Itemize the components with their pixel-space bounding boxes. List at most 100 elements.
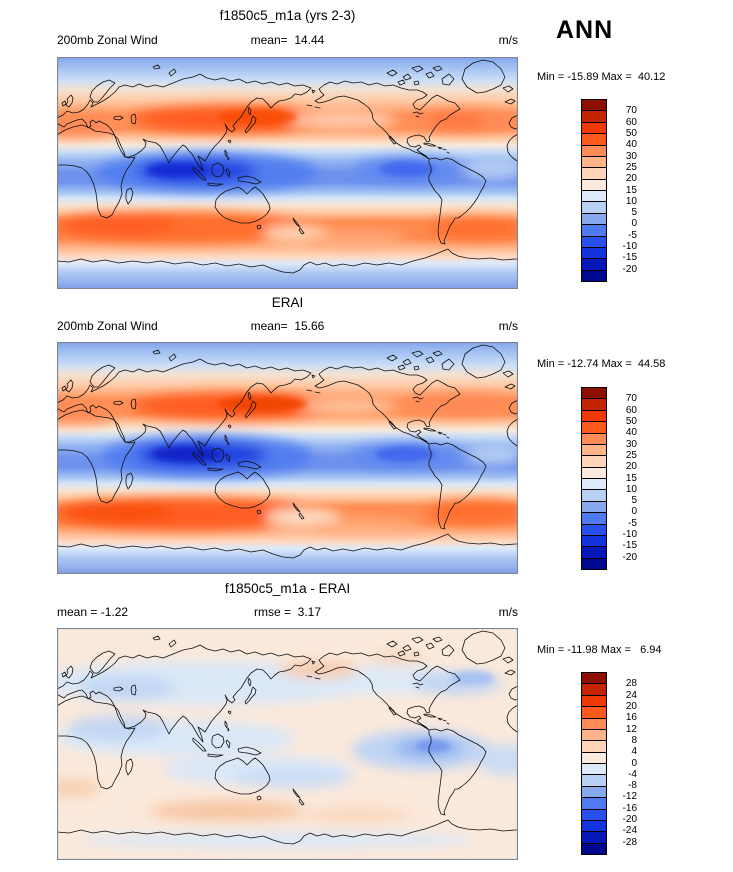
- colorbar-tick-label: -20: [622, 552, 637, 563]
- colorbar-tick-label: -12: [622, 791, 637, 802]
- colorbar-segment: [582, 673, 606, 685]
- colorbar-tick-label: 5: [631, 207, 637, 218]
- colorbar-tick-label: 0: [631, 506, 637, 517]
- colorbar-segment: [582, 786, 606, 799]
- colorbar-tick-label: 50: [625, 128, 637, 139]
- colorbar-tick-label: -5: [628, 518, 637, 529]
- colorbar-segment: [582, 741, 606, 753]
- colorbar-segment: [582, 134, 606, 146]
- colorbar-tick-label: -15: [622, 252, 637, 263]
- panel2-units-label: m/s: [498, 319, 518, 333]
- colorbar-segment: [582, 547, 606, 559]
- colorbar-segment: [582, 467, 606, 479]
- colorbar-segment: [582, 707, 606, 719]
- colorbar-tick-label: 30: [625, 151, 637, 162]
- colorbar-segment: [582, 213, 606, 226]
- colorbar-segment: [582, 535, 606, 548]
- colorbar-segment: [582, 809, 606, 821]
- colorbar-tick-label: 25: [625, 450, 637, 461]
- colorbar-segment: [582, 433, 606, 445]
- colorbar-tick-label: 70: [625, 393, 637, 404]
- colorbar-tick-label: 30: [625, 439, 637, 450]
- colorbar-segment: [582, 168, 606, 180]
- colorbar-segment: [582, 225, 606, 237]
- colorbar-tick-label: -8: [628, 780, 637, 791]
- colorbar-tick-label: 15: [625, 473, 637, 484]
- colorbar-tick-label: 20: [625, 701, 637, 712]
- panel3-units-label: m/s: [498, 605, 518, 619]
- panel2-map: [57, 342, 518, 574]
- colorbar-tick-label: -28: [622, 837, 637, 848]
- colorbar-segment: [582, 695, 606, 708]
- colorbar-tick-label: 4: [631, 746, 637, 757]
- colorbar-segment: [582, 444, 606, 457]
- colorbar-tick-label: -20: [622, 264, 637, 275]
- colorbar-tick-label: -5: [628, 230, 637, 241]
- panel1-minmax-label: Min = -15.89 Max = 40.12: [537, 71, 666, 83]
- colorbar-tick-label: 70: [625, 105, 637, 116]
- colorbar-segment: [582, 259, 606, 271]
- colorbar-tick-label: 20: [625, 461, 637, 472]
- colorbar-tick-label: 20: [625, 173, 637, 184]
- colorbar-segment: [582, 513, 606, 525]
- colorbar-segment: [582, 684, 606, 696]
- colorbar-tick-label: 12: [625, 724, 637, 735]
- panel3-title: f1850c5_m1a - ERAI: [224, 581, 351, 596]
- colorbar-box: [581, 99, 607, 282]
- colorbar-segment: [582, 202, 606, 214]
- season-label: ANN: [556, 16, 614, 44]
- colorbar-segment: [582, 752, 606, 764]
- colorbar-tick-label: 0: [631, 758, 637, 769]
- obs-wind-map: [57, 342, 518, 574]
- colorbar-segment: [582, 764, 606, 776]
- panel2-mean-label: mean= 15.66: [250, 319, 325, 333]
- colorbar-tick-label: 8: [631, 735, 637, 746]
- panel3-map: [57, 628, 518, 860]
- colorbar-segment: [582, 775, 606, 787]
- colorbar-box: [581, 387, 607, 570]
- difference-wind-map: [57, 628, 518, 860]
- colorbar-segment: [582, 558, 606, 569]
- colorbar-tick-label: 10: [625, 484, 637, 495]
- panel1-units-label: m/s: [498, 33, 518, 47]
- colorbar-tick-label: 60: [625, 117, 637, 128]
- colorbar-segment: [582, 270, 606, 281]
- colorbar-segment: [582, 729, 606, 742]
- colorbar-segment: [582, 247, 606, 260]
- model-wind-map: [57, 57, 518, 289]
- colorbar-tick-label: 60: [625, 405, 637, 416]
- colorbar-segment: [582, 832, 606, 844]
- colorbar-tick-label: -20: [622, 814, 637, 825]
- colorbar-tick-label: 24: [625, 690, 637, 701]
- colorbar-segment: [582, 843, 606, 854]
- colorbar-tick-label: -10: [622, 529, 637, 540]
- colorbar-segment: [582, 456, 606, 468]
- panel1-variable-label: 200mb Zonal Wind: [57, 33, 158, 47]
- colorbar-tick-label: 0: [631, 218, 637, 229]
- panel3-mean-label: mean = -1.22: [57, 605, 129, 619]
- colorbar-tick-label: -4: [628, 769, 637, 780]
- colorbar-tick-label: 28: [625, 678, 637, 689]
- colorbar-tick-label: 40: [625, 139, 637, 150]
- colorbar-segment: [582, 501, 606, 514]
- colorbar-segment: [582, 422, 606, 434]
- colorbar-tick-label: 40: [625, 427, 637, 438]
- panel1-map: [57, 57, 518, 289]
- colorbar-segment: [582, 100, 606, 112]
- colorbar-tick-label: 25: [625, 162, 637, 173]
- panel2-title: ERAI: [271, 295, 304, 310]
- panel3-rmse-label: rmse = 3.17: [253, 605, 322, 619]
- colorbar-segment: [582, 388, 606, 400]
- colorbar-segment: [582, 111, 606, 123]
- colorbar-segment: [582, 145, 606, 157]
- colorbar-tick-label: -24: [622, 825, 637, 836]
- colorbar-tick-label: 5: [631, 495, 637, 506]
- colorbar-segment: [582, 718, 606, 730]
- colorbar-segment: [582, 490, 606, 502]
- colorbar-segment: [582, 798, 606, 810]
- colorbar-tick-label: -16: [622, 803, 637, 814]
- panel2-variable-label: 200mb Zonal Wind: [57, 319, 158, 333]
- colorbar-segment: [582, 122, 606, 135]
- colorbar-tick-label: 10: [625, 196, 637, 207]
